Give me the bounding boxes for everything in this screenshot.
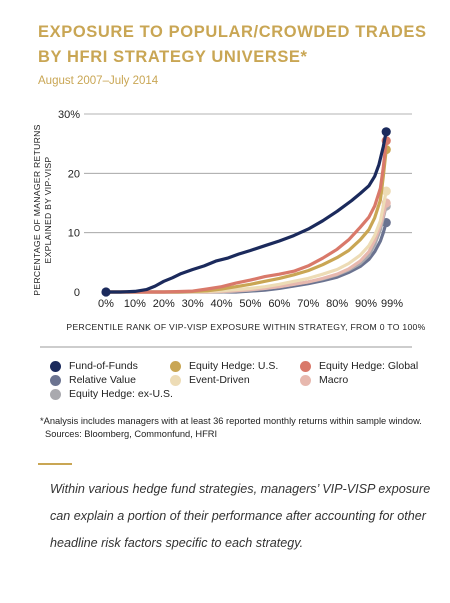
series-line-event-driven	[104, 189, 388, 294]
x-tick-label: 20%	[153, 298, 175, 310]
legend-item-relative-value: Relative Value	[50, 374, 136, 386]
legend-item-equity-hedge-global: Equity Hedge: Global	[300, 360, 418, 372]
x-tick-label: 10%	[124, 298, 146, 310]
legend-label: Event-Driven	[189, 374, 250, 386]
x-axis-label: PERCENTILE RANK OF VIP-VISP EXPOSURE WIT…	[66, 322, 425, 332]
y-tick-label: 20	[68, 168, 80, 180]
y-tick-label: 30%	[58, 109, 80, 121]
series-line-relative-value	[104, 221, 388, 294]
x-tick-label: 80%	[326, 298, 348, 310]
legend-label: Fund-of-Funds	[69, 360, 138, 372]
series-line-fund-of-funds	[104, 130, 388, 294]
chart-title: EXPOSURE TO POPULAR/CROWDED TRADES BY HF…	[38, 23, 427, 66]
sources-note: Sources: Bloomberg, Commonfund, HFRI	[45, 428, 218, 439]
legend-label: Equity Hedge: U.S.	[189, 360, 279, 372]
legend-label: Relative Value	[69, 374, 136, 386]
series-line-equity-hedge-u-s	[104, 148, 388, 294]
chart-series	[101, 127, 391, 297]
y-tick-label: 10	[68, 228, 80, 240]
chart-grid	[84, 113, 412, 234]
series-line-equity-hedge-global	[104, 139, 388, 294]
series-start-marker-fund-of-funds	[101, 287, 111, 297]
legend-item-macro: Macro	[300, 374, 348, 386]
gold-divider	[38, 463, 72, 465]
legend-item-fund-of-funds: Fund-of-Funds	[50, 360, 138, 372]
legend-swatch	[170, 374, 181, 386]
legend-swatch	[300, 360, 311, 372]
y-axis-label-line2: EXPLAINED BY VIP-VISP	[43, 157, 53, 264]
legend-swatch	[170, 360, 181, 372]
series-end-marker-fund-of-funds	[381, 127, 391, 137]
legend-label: Macro	[319, 374, 349, 386]
y-axis-ticks: 0 10 20 30%	[58, 109, 80, 299]
x-tick-label: 0%	[98, 298, 114, 310]
x-tick-label: 99%	[381, 298, 403, 310]
series-end-marker-event-driven	[381, 186, 391, 196]
legend-item-equity-hedge-ex-us: Equity Hedge: ex-U.S.	[50, 388, 173, 400]
legend-swatch	[50, 360, 61, 372]
series-line-macro	[104, 201, 388, 294]
legend-swatch	[50, 388, 61, 400]
x-axis-ticks: 0% 10% 20% 30% 40% 50% 60% 70% 80% 90% 99%	[98, 298, 403, 310]
y-axis-label-line1: PERCENTAGE OF MANAGER RETURNS	[32, 124, 42, 295]
legend-label: Equity Hedge: ex-U.S.	[69, 388, 173, 400]
chart-subtitle: August 2007–July 2014	[38, 75, 159, 87]
x-tick-label: 70%	[297, 298, 319, 310]
x-tick-label: 90%	[355, 298, 377, 310]
line-chart: 0 10 20 30% 0% 10% 20% 30% 40% 50% 60% 70% 80% 90% 99…	[32, 109, 425, 348]
footnotes: *Analysis includes managers with at leas…	[40, 415, 435, 440]
footnote: *Analysis includes managers with at leas…	[40, 416, 422, 426]
legend-item-equity-hedge-us: Equity Hedge: U.S.	[170, 360, 278, 372]
legend-swatch	[300, 374, 311, 386]
x-tick-label: 30%	[182, 298, 204, 310]
series-line-equity-hedge-ex-u-s	[104, 204, 388, 294]
callout-text: Within various hedge fund strategies, ma…	[50, 482, 431, 550]
legend-swatch	[50, 374, 61, 386]
x-tick-label: 50%	[239, 298, 261, 310]
legend-label: Equity Hedge: Global	[319, 360, 419, 372]
legend-item-event-driven: Event-Driven	[170, 374, 250, 386]
y-tick-label: 0	[74, 287, 80, 299]
x-tick-label: 60%	[268, 298, 290, 310]
x-tick-label: 40%	[211, 298, 233, 310]
